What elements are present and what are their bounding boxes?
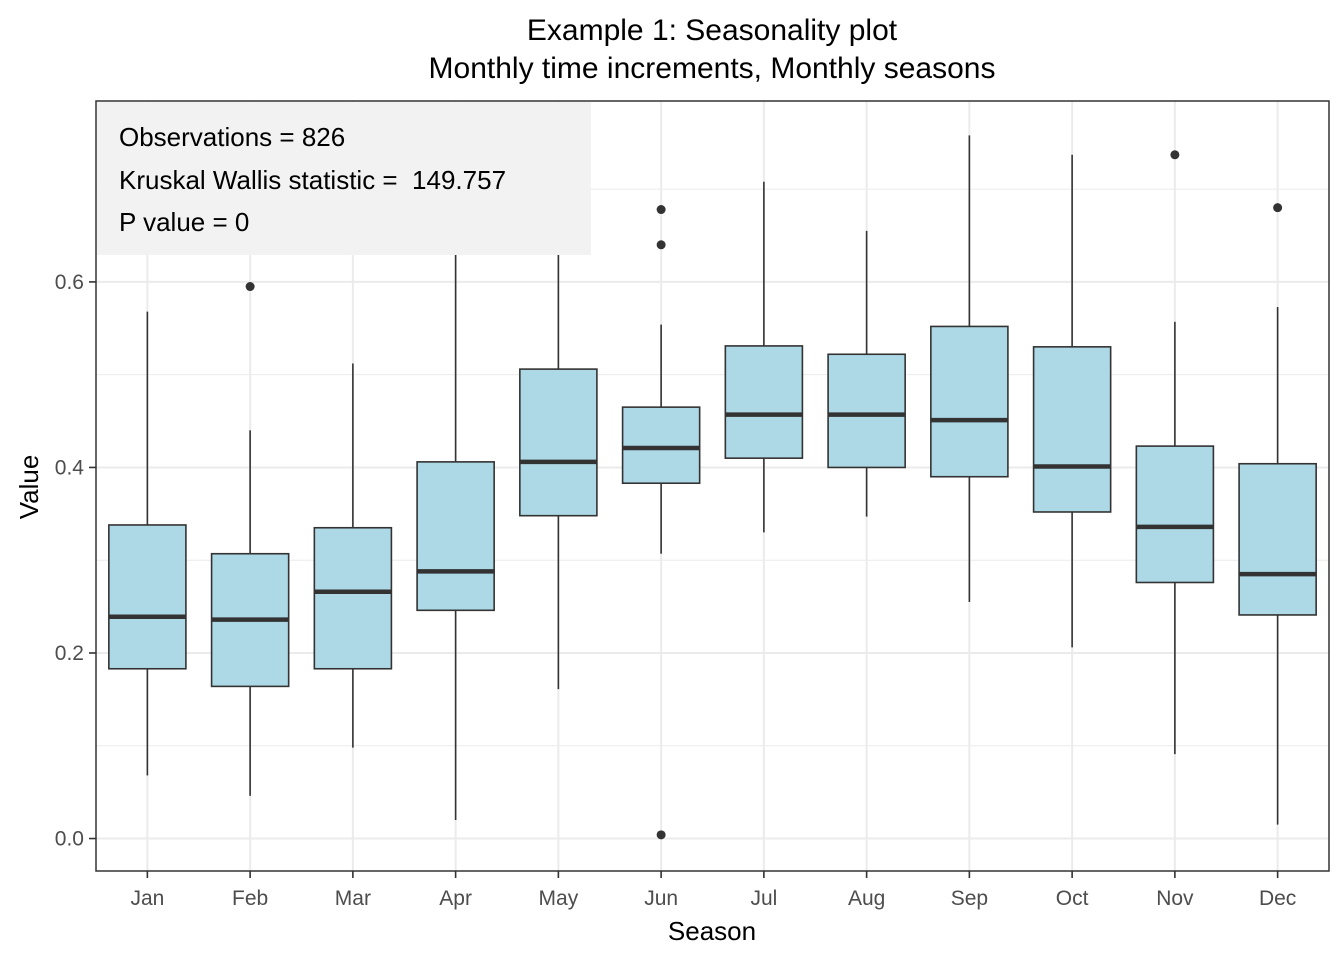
- box-iqr: [724, 345, 804, 459]
- x-tick-label: Jun: [644, 887, 678, 910]
- box-nov: [1135, 150, 1215, 755]
- box-iqr: [930, 325, 1009, 478]
- x-tick-label: Jul: [750, 887, 777, 910]
- box-iqr: [519, 368, 598, 517]
- box-sep: [930, 135, 1009, 602]
- outlier-point: [1273, 203, 1283, 213]
- box-iqr: [827, 353, 906, 469]
- x-tick-label: May: [539, 887, 579, 910]
- box-jul: [724, 181, 804, 533]
- x-tick-label: Sep: [951, 887, 988, 910]
- box-iqr: [1135, 445, 1215, 584]
- box-jun: [621, 205, 701, 840]
- box-apr: [416, 254, 495, 820]
- y-axis-title: Value: [14, 455, 44, 520]
- box-feb: [210, 282, 290, 796]
- x-axis-title: Season: [668, 916, 756, 946]
- annotation-p-value: P value = 0: [119, 207, 249, 237]
- annotation-background: [97, 102, 591, 255]
- outlier-point: [1170, 150, 1180, 160]
- x-tick-label: Apr: [439, 887, 472, 910]
- x-tick-label: Jan: [130, 887, 164, 910]
- outlier-point: [656, 830, 666, 840]
- y-tick-label: 0.6: [55, 271, 84, 294]
- plot-panel-border: [95, 100, 1330, 872]
- box-mar: [313, 363, 393, 748]
- box-iqr: [108, 524, 187, 670]
- chart-subtitle: Monthly time increments, Monthly seasons: [429, 52, 996, 85]
- x-tick-label: Nov: [1156, 887, 1194, 910]
- box-dec: [1238, 203, 1317, 825]
- x-tick-label: Dec: [1259, 887, 1296, 910]
- box-aug: [827, 230, 906, 517]
- box-iqr: [416, 461, 495, 612]
- outlier-point: [245, 282, 255, 292]
- x-tick-label: Feb: [232, 887, 268, 910]
- x-tick-label: Aug: [848, 887, 885, 910]
- box-iqr: [313, 526, 393, 670]
- axes: 0.0 0.2 0.4 0.6 Jan Feb Mar Apr May Jun Jul Aug Sep O…: [55, 271, 1297, 910]
- box-may: [519, 254, 598, 690]
- y-tick-label: 0.4: [55, 456, 85, 479]
- x-tick-label: Mar: [335, 887, 371, 910]
- annotation-kruskal-wallis: Kruskal Wallis statistic = 149.757: [119, 165, 506, 195]
- box-jan: [108, 311, 187, 776]
- y-tick-label: 0.0: [55, 828, 84, 851]
- boxplot-series: [108, 135, 1317, 840]
- chart-title: Example 1: Seasonality plot: [527, 14, 898, 47]
- annotation-observations: Observations = 826: [119, 122, 345, 152]
- box-iqr: [621, 406, 701, 485]
- x-tick-label: Oct: [1056, 887, 1089, 910]
- y-tick-label: 0.2: [55, 642, 84, 665]
- statistics-annotation: Observations = 826 Kruskal Wallis statis…: [97, 102, 591, 255]
- box-oct: [1032, 154, 1112, 648]
- box-iqr: [1238, 462, 1317, 616]
- outlier-point: [656, 205, 666, 215]
- box-iqr: [1032, 346, 1112, 513]
- outlier-point: [656, 240, 666, 250]
